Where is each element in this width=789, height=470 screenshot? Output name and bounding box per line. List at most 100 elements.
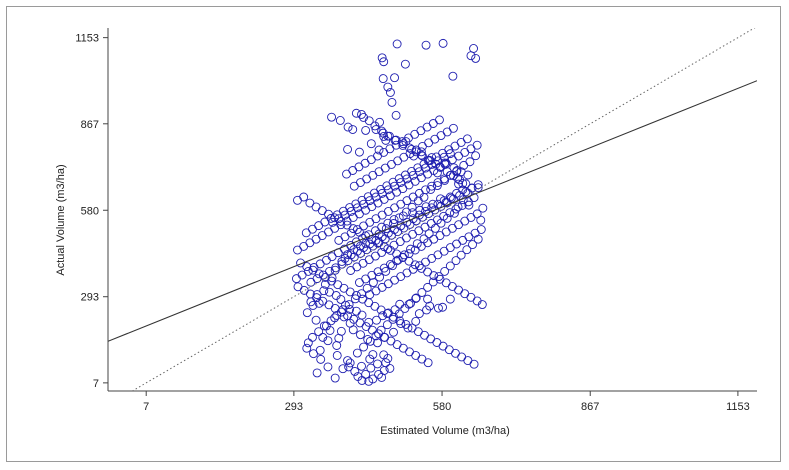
data-point: [472, 140, 482, 150]
data-point: [473, 183, 483, 193]
x-axis-title: Estimated Volume (m3/ha): [380, 425, 510, 437]
data-point: [417, 141, 427, 151]
data-point: [309, 349, 318, 359]
data-point: [440, 160, 450, 169]
y-axis-title: Actual Volume (m3/ha): [55, 164, 67, 275]
data-point: [330, 373, 340, 383]
data-point: [341, 300, 350, 310]
data-point: [364, 376, 374, 386]
data-point: [371, 125, 381, 134]
data-point: [308, 300, 318, 310]
data-point: [383, 207, 393, 216]
data-point: [392, 340, 402, 350]
data-point: [339, 283, 349, 293]
data-point: [305, 238, 315, 248]
data-point: [454, 220, 464, 230]
data-point: [411, 351, 421, 360]
y-tick-label: 7: [93, 378, 99, 390]
data-point: [411, 293, 421, 303]
data-point: [305, 198, 315, 208]
data-point: [400, 59, 410, 69]
data-point: [463, 356, 473, 366]
data-point: [447, 223, 457, 233]
data-point: [433, 303, 443, 313]
data-point: [365, 217, 375, 227]
data-point: [359, 221, 369, 231]
data-point: [312, 368, 322, 378]
data-point: [352, 262, 362, 272]
data-point: [362, 283, 372, 293]
data-point: [327, 273, 337, 283]
data-point: [379, 147, 389, 157]
data-point: [401, 233, 411, 243]
y-tick-label: 867: [81, 119, 99, 131]
y-tick-label: 1153: [75, 33, 99, 45]
data-point: [308, 265, 318, 275]
data-point: [460, 216, 470, 226]
data-point: [311, 315, 321, 325]
data-point: [425, 301, 435, 311]
data-point: [456, 138, 466, 147]
data-point: [464, 200, 474, 210]
data-point: [321, 321, 331, 331]
x-tick-label: 867: [581, 401, 599, 413]
data-point: [324, 227, 333, 237]
data-point: [299, 241, 309, 251]
data-point: [308, 224, 317, 234]
data-point: [478, 203, 488, 213]
data-point: [456, 250, 466, 260]
data-point: [321, 255, 331, 265]
data-point: [404, 249, 414, 259]
data-point: [316, 354, 326, 364]
data-point: [302, 262, 312, 272]
data-point: [344, 300, 354, 309]
data-point: [348, 125, 358, 134]
data-point: [377, 282, 387, 292]
data-point: [435, 115, 444, 125]
data-point: [323, 336, 333, 346]
y-tick-label: 580: [81, 205, 99, 217]
data-point: [406, 244, 416, 254]
data-point: [293, 282, 303, 292]
data-point: [407, 144, 417, 154]
data-point: [346, 266, 356, 275]
data-point: [311, 234, 321, 244]
data-point: [345, 358, 355, 368]
data-point: [387, 160, 396, 169]
data-point: [324, 300, 334, 310]
data-point: [433, 250, 443, 260]
data-point: [387, 97, 397, 107]
data-point: [383, 218, 393, 228]
data-point: [362, 174, 372, 184]
data-point: [390, 275, 400, 285]
data-point: [339, 312, 349, 322]
data-point: [416, 126, 426, 136]
data-point: [454, 285, 464, 295]
data-point: [426, 334, 436, 344]
data-point: [440, 266, 450, 276]
data-point: [374, 145, 384, 155]
data-point: [351, 306, 361, 316]
data-point: [466, 51, 476, 61]
data-point: [436, 131, 446, 140]
data-point: [469, 359, 479, 369]
data-point: [356, 330, 365, 340]
data-point: [360, 158, 370, 168]
data-point: [460, 147, 470, 157]
data-point: [348, 166, 358, 175]
data-point: [424, 229, 434, 239]
data-point: [357, 361, 366, 371]
data-point: [399, 152, 409, 162]
data-point: [366, 363, 376, 373]
data-point: [371, 214, 381, 224]
data-point: [349, 181, 359, 191]
data-point: [413, 327, 423, 337]
data-point: [439, 246, 449, 256]
data-point: [417, 354, 427, 364]
data-point: [465, 157, 475, 167]
data-point: [301, 228, 311, 238]
data-point: [320, 217, 330, 227]
data-point: [466, 292, 476, 302]
data-point: [342, 169, 351, 179]
data-point: [414, 226, 424, 236]
